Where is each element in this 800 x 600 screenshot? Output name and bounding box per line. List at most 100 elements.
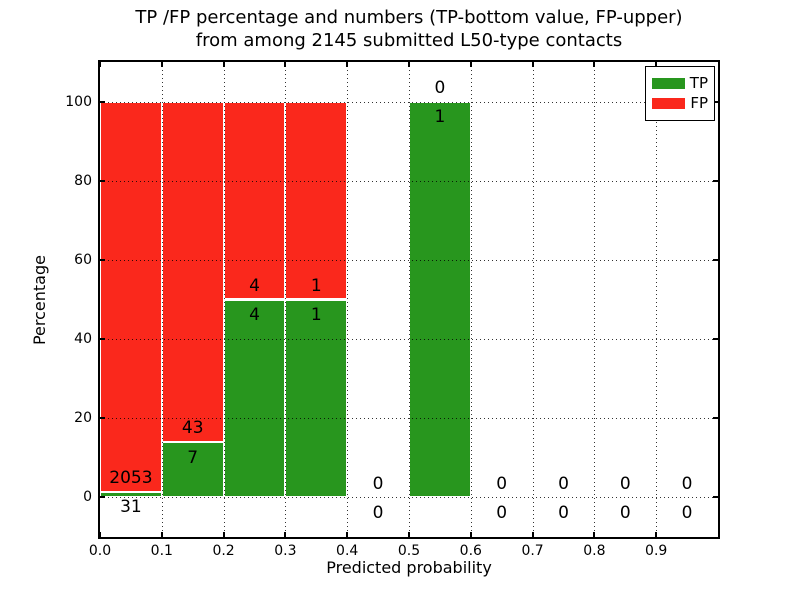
v-gridline xyxy=(161,62,163,537)
bar-count-label-fp: 0 xyxy=(372,473,384,494)
x-tick xyxy=(99,532,101,537)
y-tick xyxy=(100,100,105,103)
y-tick-label: 20 xyxy=(74,410,92,427)
x-axis-label: Predicted probability xyxy=(326,558,492,577)
bar-segment-tp xyxy=(223,299,286,498)
y-tick-label: 60 xyxy=(74,251,92,268)
v-gridline xyxy=(223,62,225,537)
bar-segment-tp xyxy=(161,442,224,498)
v-gridline xyxy=(532,62,534,537)
bar-count-label-fp: 2053 xyxy=(109,467,153,488)
y-tick xyxy=(713,496,718,499)
x-tick xyxy=(284,532,287,537)
x-tick xyxy=(655,532,658,537)
legend-label: TP xyxy=(689,74,708,92)
chart-title-line1: TP /FP percentage and numbers (TP-bottom… xyxy=(135,7,683,28)
bar-count-label-fp: 0 xyxy=(558,473,569,494)
bar-count-label-fp: 43 xyxy=(181,418,204,439)
y-tick xyxy=(713,338,718,341)
x-tick-label: 0.7 xyxy=(521,543,544,559)
v-gridline xyxy=(409,62,410,537)
legend-item-tp: TP xyxy=(652,75,708,92)
v-gridline xyxy=(470,62,472,537)
bar-segment-tp xyxy=(285,299,348,498)
bar-segment-tp xyxy=(409,101,471,498)
bar-count-label-tp: 31 xyxy=(120,497,142,518)
x-tick xyxy=(160,62,163,67)
x-tick-label: 0.3 xyxy=(274,543,297,559)
legend-item-fp: FP xyxy=(652,95,708,112)
bar-count-label-tp: 0 xyxy=(619,503,631,524)
bar-count-label-tp: 0 xyxy=(558,503,569,524)
x-tick xyxy=(160,532,163,537)
bar-segment-tp xyxy=(100,491,162,498)
bar-count-label-fp: 4 xyxy=(249,275,260,296)
x-tick xyxy=(469,62,472,67)
y-tick xyxy=(100,496,105,499)
v-gridline xyxy=(594,62,596,537)
bar-count-label-fp: 0 xyxy=(434,77,446,98)
x-tick-label: 0.2 xyxy=(212,543,235,559)
x-tick-label: 0.9 xyxy=(645,543,668,559)
x-tick-label: 0.1 xyxy=(150,543,173,559)
x-tick xyxy=(346,532,349,537)
y-tick xyxy=(100,338,105,341)
y-tick xyxy=(100,417,105,420)
y-axis-label: Percentage xyxy=(30,255,49,346)
x-tick-label: 0.5 xyxy=(397,543,421,559)
bar-count-label-fp: 0 xyxy=(619,473,631,494)
legend: TP FP xyxy=(645,66,715,121)
y-tick-label: 0 xyxy=(83,489,92,506)
x-tick xyxy=(531,532,534,537)
y-tick xyxy=(713,258,718,261)
x-tick-label: 0.8 xyxy=(583,543,606,559)
bar-count-label-tp: 1 xyxy=(310,305,322,326)
bar-segment-fp xyxy=(100,101,162,492)
y-tick xyxy=(100,179,105,182)
x-tick xyxy=(222,62,225,67)
x-tick xyxy=(222,532,225,537)
x-tick xyxy=(531,62,534,67)
x-tick xyxy=(469,532,472,537)
x-tick xyxy=(655,62,658,67)
y-tick-label: 40 xyxy=(74,331,92,348)
x-tick xyxy=(346,62,349,67)
chart-title: TP /FP percentage and numbers (TP-bottom… xyxy=(9,6,800,52)
plot-area: 0 20 40 60 80 100 0.0 0.1 0.2 0.3 0.4 0.5 0.6 0.7 0.8 0… xyxy=(65,60,720,559)
bar-count-label-fp: 0 xyxy=(496,473,508,494)
legend-swatch-tp xyxy=(652,78,685,89)
bar-segment-fp xyxy=(223,101,286,300)
x-tick xyxy=(593,62,596,67)
bar-count-label-tp: 4 xyxy=(249,305,260,326)
bar-count-label-tp: 0 xyxy=(681,503,693,524)
bar-count-label-fp: 0 xyxy=(681,473,693,494)
bar-count-label-fp: 1 xyxy=(310,275,322,296)
v-gridline xyxy=(285,62,287,537)
x-tick xyxy=(408,532,410,537)
x-tick xyxy=(408,62,410,67)
v-gridline xyxy=(347,62,349,537)
y-tick xyxy=(713,179,718,182)
y-tick xyxy=(713,417,718,420)
bar-count-label-tp: 7 xyxy=(187,447,199,468)
y-tick-label: 100 xyxy=(65,93,92,110)
x-tick-label: 0.0 xyxy=(88,543,112,559)
v-gridline xyxy=(656,62,658,537)
x-tick xyxy=(99,62,101,67)
y-tick-label: 80 xyxy=(74,172,92,189)
x-tick xyxy=(284,62,287,67)
x-tick-label: 0.6 xyxy=(459,543,482,559)
plot-inner: 0 20 40 60 80 100 0.0 0.1 0.2 0.3 0.4 0.5 0.6 0.7 0.8 0… xyxy=(65,62,718,559)
y-tick xyxy=(100,258,105,261)
legend-swatch-fp xyxy=(652,98,685,109)
bar-segment-fp xyxy=(161,101,224,442)
x-tick xyxy=(593,532,596,537)
bar-segment-fp xyxy=(285,101,348,300)
legend-label: FP xyxy=(690,94,708,112)
chart-title-line2: from among 2145 submitted L50-type conta… xyxy=(195,30,623,51)
bar-count-label-tp: 1 xyxy=(434,107,446,128)
bar-count-label-tp: 0 xyxy=(372,503,384,524)
y-tick xyxy=(713,100,718,103)
bar-count-label-tp: 0 xyxy=(496,503,508,524)
